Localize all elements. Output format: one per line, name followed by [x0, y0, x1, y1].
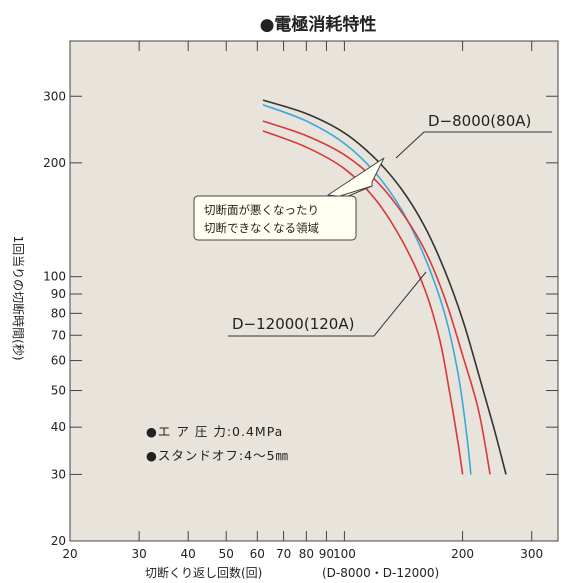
callout-line-1: 切断面が悪くなったり: [204, 203, 319, 217]
x-axis-note: (D-8000・D-12000): [322, 566, 439, 580]
series-line-2: [262, 103, 472, 475]
chart-title: ●電極消耗特性: [260, 14, 377, 35]
x-tick-label: 100: [333, 547, 356, 561]
y-axis-label: 1回当りの切断時間(秒): [11, 236, 26, 361]
callout-arrow-b: [339, 185, 373, 197]
callout-line-2: 切断できなくなる領域: [204, 221, 319, 235]
y-tick-label: 30: [51, 467, 66, 481]
y-tick-label: 40: [51, 420, 66, 434]
condition-standoff: ●スタンドオフ:4〜5㎜: [146, 448, 289, 463]
x-tick-label: 20: [62, 547, 77, 561]
d8000-label: D−8000(80A): [428, 112, 531, 130]
x-axis-label: 切断くり返し回数(回): [145, 565, 262, 580]
d12000-label: D−12000(120A): [232, 315, 354, 333]
region-callout: 切断面が悪くなったり 切断できなくなる領域: [193, 157, 385, 241]
y-tick-label: 20: [51, 534, 66, 548]
series-line-1: [262, 99, 507, 475]
x-tick-label: 60: [250, 547, 265, 561]
y-tick-label: 90: [51, 287, 66, 301]
d12000-leader: [228, 271, 427, 337]
x-tick-label: 300: [520, 547, 543, 561]
series-line-4: [262, 130, 464, 475]
y-tick-label: 300: [43, 89, 66, 103]
y-tick-label: 100: [43, 270, 66, 284]
x-tick-label: 50: [219, 547, 234, 561]
y-axis-ticks: 20 30 40 50 60 70 80 90 100 200 300: [43, 89, 558, 548]
callout-box: [193, 195, 357, 241]
y-tick-label: 50: [51, 384, 66, 398]
condition-pressure: ●エ ア 圧 力:0.4MPa: [146, 424, 283, 439]
y-tick-label: 60: [51, 354, 66, 368]
curves: [262, 99, 507, 475]
x-tick-label: 200: [451, 547, 474, 561]
y-tick-label: 80: [51, 306, 66, 320]
x-tick-label: 90: [319, 547, 334, 561]
d8000-leader: [395, 131, 552, 159]
x-tick-label: 40: [181, 547, 196, 561]
x-tick-label: 80: [299, 547, 314, 561]
x-tick-label: 30: [131, 547, 146, 561]
x-tick-label: 70: [276, 547, 291, 561]
series-line-3: [262, 120, 491, 475]
y-tick-label: 70: [51, 328, 66, 342]
y-tick-label: 200: [43, 156, 66, 170]
